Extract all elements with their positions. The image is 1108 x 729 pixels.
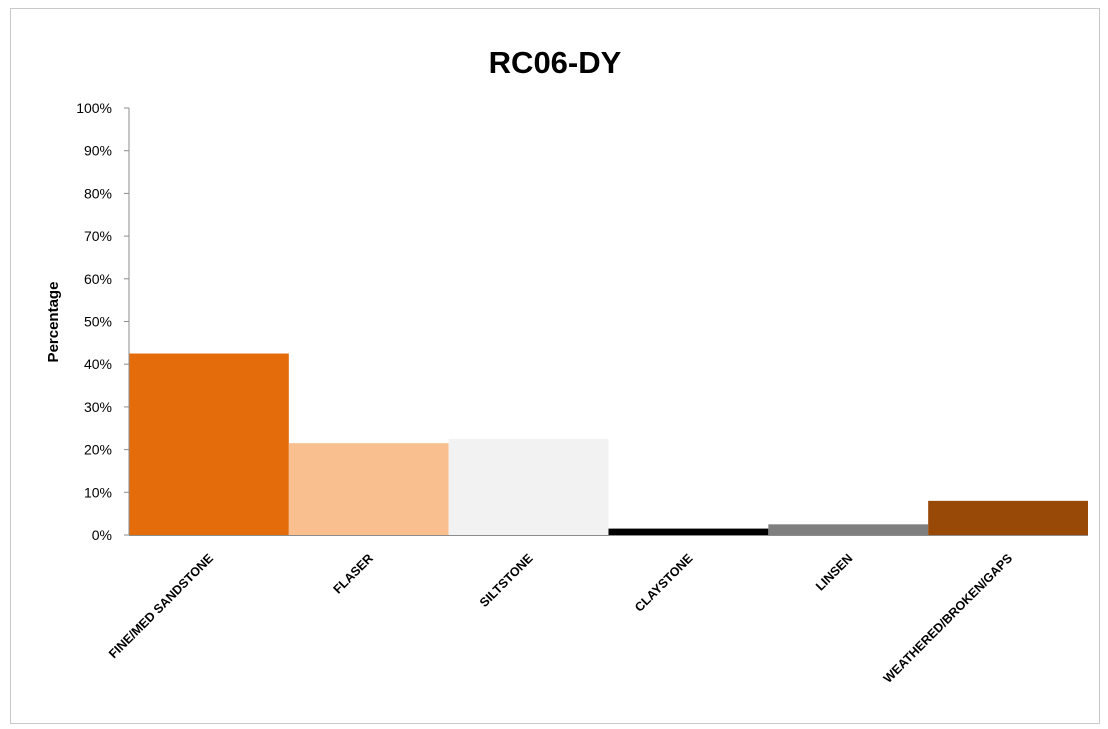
x-tick-label: FLASER: [331, 551, 376, 596]
chart-title: RC06-DY: [489, 45, 622, 80]
x-tick-label: SILTSTONE: [477, 551, 536, 610]
y-tick-label: 50%: [84, 314, 112, 330]
y-tick-label: 100%: [76, 100, 112, 116]
bar-0: [129, 353, 289, 535]
y-tick-label: 70%: [84, 228, 112, 244]
y-tick-label: 60%: [84, 271, 112, 287]
y-tick-label: 30%: [84, 399, 112, 415]
bar-4: [768, 524, 929, 535]
y-tick-label: 20%: [84, 442, 112, 458]
x-tick-label: WEATHERED/BROKEN/GAPS: [881, 551, 1015, 685]
bar-1: [288, 443, 449, 535]
x-tick-label: CLAYSTONE: [632, 551, 695, 614]
y-tick-label: 80%: [84, 185, 112, 201]
bar-2: [448, 438, 609, 535]
bar-5: [928, 500, 1088, 535]
y-tick-label: 90%: [84, 143, 112, 159]
y-tick-label: 40%: [84, 356, 112, 372]
y-tick-label: 0%: [92, 527, 112, 543]
x-tick-label: FINE/MED SANDSTONE: [106, 551, 216, 661]
x-tick-label: LINSEN: [813, 551, 855, 593]
y-axis-label: Percentage: [45, 282, 62, 363]
bar-3: [608, 528, 769, 535]
y-tick-label: 10%: [84, 484, 112, 500]
